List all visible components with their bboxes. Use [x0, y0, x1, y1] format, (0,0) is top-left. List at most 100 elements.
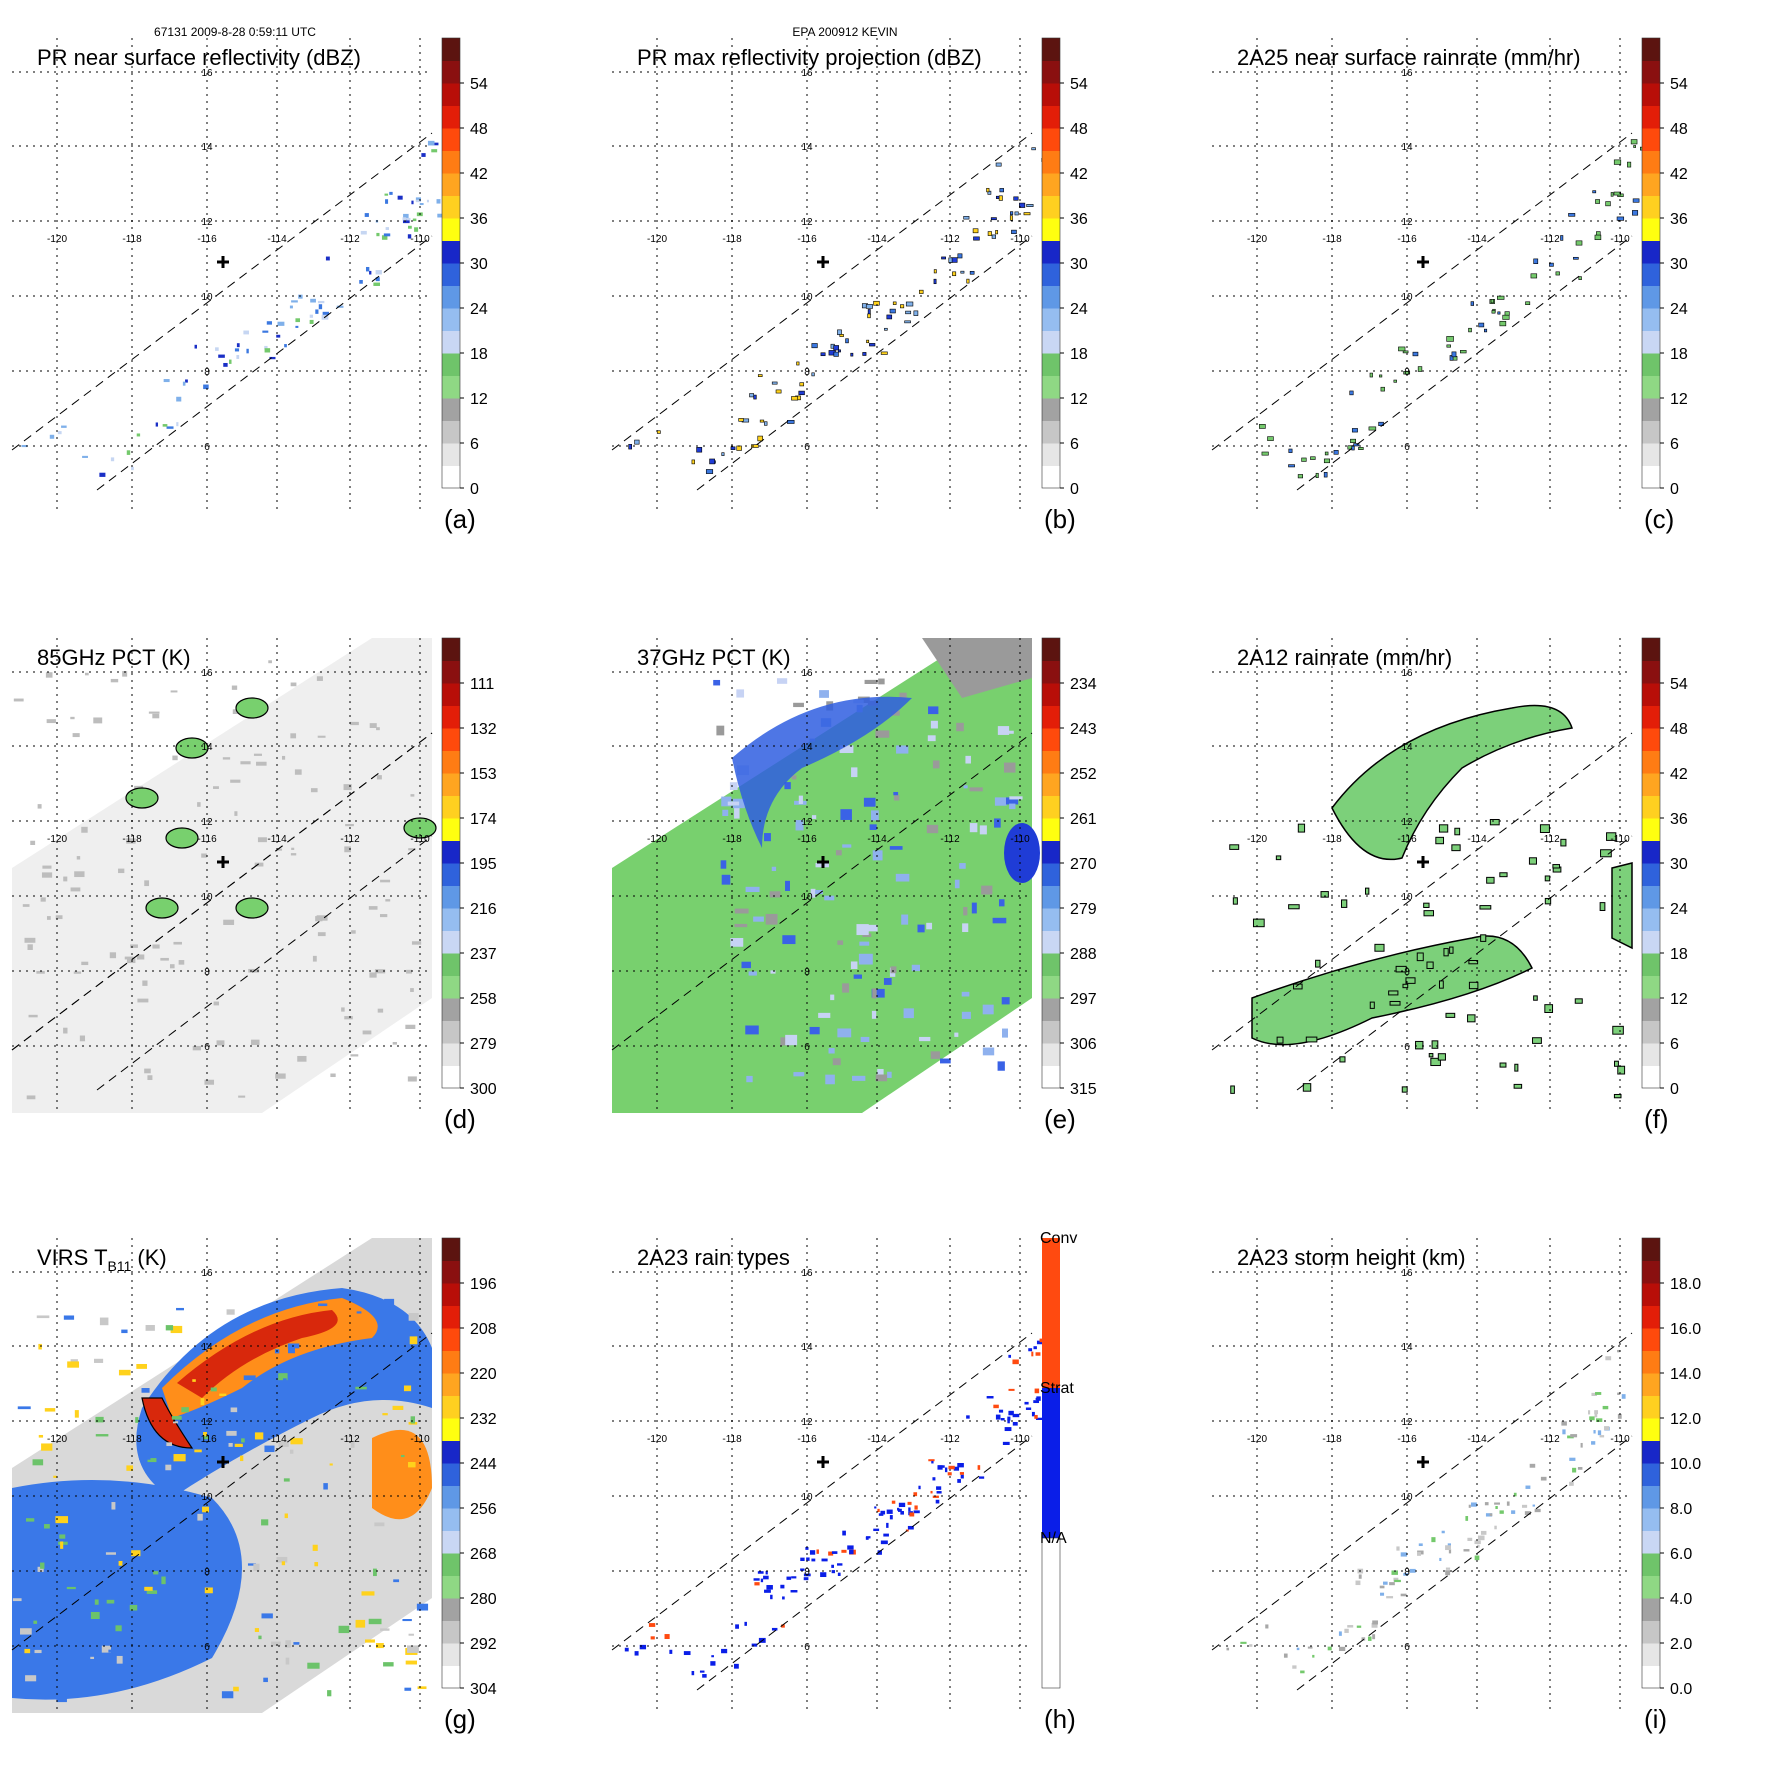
data-cell [1528, 857, 1537, 865]
data-cell [1561, 1421, 1567, 1426]
data-cell [34, 1649, 42, 1654]
data-cell [634, 1651, 639, 1656]
data-cell [1477, 1544, 1480, 1548]
data-cell [137, 998, 149, 1003]
data-cell [1540, 1476, 1547, 1481]
lon-label: -118 [1322, 1434, 1342, 1445]
colorbar-segment [442, 218, 460, 241]
data-cell [1480, 1530, 1487, 1535]
colorbar-tick-label: 6 [470, 436, 479, 453]
data-cell [55, 1516, 69, 1524]
data-cell [963, 906, 968, 916]
colorbar-tick-label: 306 [1070, 1036, 1097, 1053]
data-cell [278, 1440, 289, 1447]
colorbar-tick-label: 24 [470, 301, 488, 318]
data-cell [839, 334, 844, 337]
data-cell [256, 761, 267, 766]
data-cell [875, 730, 890, 738]
data-cell [966, 1415, 970, 1419]
data-cell [1019, 202, 1026, 208]
data-cell [1514, 1063, 1519, 1072]
colorbar-segment [1642, 1283, 1660, 1306]
data-cell [880, 1510, 886, 1515]
data-cell [421, 153, 426, 157]
data-cell [1412, 351, 1419, 357]
colorbar-segment [1642, 1575, 1660, 1599]
colorbar-segment [1642, 195, 1660, 219]
data-cell [800, 1568, 805, 1571]
data-cell [749, 393, 754, 398]
data-cell [860, 1036, 870, 1043]
panel-d: 16 14 12 10 8 6 -120 -118 -116 -114 -112 -110 300 279… [11, 637, 497, 1134]
lon-label: -118 [722, 1434, 742, 1445]
data-cell [219, 1393, 227, 1397]
data-cell [166, 1442, 173, 1447]
data-cell [1568, 213, 1576, 217]
colorbar-segment [1042, 218, 1060, 241]
colorbar-tick-label: 279 [470, 1036, 497, 1053]
storm-center-cross [1417, 856, 1429, 868]
data-cell [192, 1045, 201, 1051]
data-cell [284, 344, 287, 348]
data-cell [1417, 366, 1423, 372]
data-cell [410, 988, 414, 992]
colorbar-tick-label: 42 [1670, 166, 1688, 183]
swath-edge-line [1296, 235, 1633, 491]
data-cell [1025, 1407, 1032, 1410]
colorbar-segment [442, 83, 460, 106]
data-cell [1597, 1430, 1602, 1436]
data-cell [883, 978, 892, 985]
lon-label: -116 [1397, 234, 1417, 245]
swath-background [12, 638, 432, 1113]
colorbar-segment [1642, 443, 1660, 466]
data-cell [871, 988, 885, 998]
data-cell [1371, 1622, 1378, 1628]
colorbar-segment [1042, 728, 1060, 751]
data-cell [957, 1479, 961, 1483]
data-cell [936, 1491, 942, 1494]
data-cell [993, 1404, 999, 1409]
colorbar-segment [1642, 1043, 1660, 1066]
colorbar-tick-label: 18.0 [1670, 1276, 1701, 1293]
data-cell [702, 1674, 707, 1678]
colorbar-segment [1042, 1065, 1060, 1089]
data-cell [169, 964, 175, 969]
colorbar-segment [1642, 1238, 1660, 1261]
data-cell [234, 348, 240, 352]
data-cell [1573, 256, 1579, 260]
data-cell [258, 1635, 262, 1640]
lon-label: -112 [340, 234, 360, 245]
panel-g-content: 16 14 12 10 8 6 -120 -118 -116 -114 -112 -110 304 292… [11, 1237, 497, 1713]
lon-label: -112 [1540, 234, 1560, 245]
data-cell [1355, 1580, 1361, 1586]
data-cell [1446, 344, 1451, 348]
data-cell [994, 818, 1001, 828]
data-cell [263, 1677, 268, 1683]
data-cell [907, 1525, 914, 1530]
data-cell [759, 419, 765, 423]
data-cell [1449, 946, 1454, 954]
lon-label: -110 [410, 1434, 430, 1445]
data-cell [1544, 1004, 1554, 1013]
colorbar-segment [1642, 1620, 1660, 1644]
swath-edge-line [1296, 1435, 1633, 1691]
colorbar-tick-label: 54 [470, 76, 488, 93]
colorbar-segment [442, 998, 460, 1021]
colorbar-segment [442, 465, 460, 489]
data-cell [639, 1644, 647, 1650]
data-cell [356, 1311, 362, 1314]
data-cell [793, 702, 804, 708]
data-cell [926, 922, 933, 930]
data-cell [393, 1579, 400, 1583]
data-cell [1293, 983, 1303, 990]
data-cell [82, 455, 88, 458]
data-cell [329, 1463, 333, 1466]
data-cell [1617, 1065, 1626, 1075]
data-cell [376, 727, 380, 731]
colorbar-segment [1042, 60, 1060, 84]
data-cell [648, 1623, 656, 1627]
lat-label: 12 [201, 217, 213, 228]
data-cell [1485, 1513, 1493, 1517]
data-cell [862, 352, 867, 356]
swath-edge-line [11, 732, 433, 1051]
